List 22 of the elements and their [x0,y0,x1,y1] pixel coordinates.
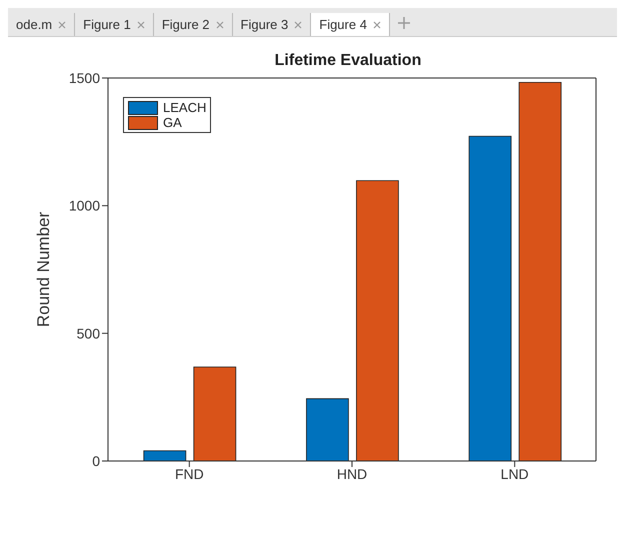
x-tick-label: HND [336,466,368,482]
caption: Figure 1 [83,17,131,32]
bar [468,136,512,461]
bar [306,398,349,461]
bar [356,180,399,461]
bar [518,82,562,461]
y-tick-label: 1000 [68,198,100,214]
caption: Figure 2 [162,17,210,32]
x-tick-label: FND [174,466,204,482]
legend-label: GA [163,115,182,130]
bar [193,366,236,461]
y-tick-label: 1500 [68,70,100,86]
caption: Figure 4 [319,17,367,32]
chart-title: Lifetime Evaluation [274,52,422,69]
y-tick-label: 500 [76,325,100,342]
x-tick-label: LND [500,466,529,482]
legend-label: LEACH [163,100,206,115]
y-axis-title: Round Number [34,212,54,328]
bar [143,450,186,461]
caption: Figure 3 [240,17,288,32]
text: ode.m [16,17,52,32]
y-tick-label: 0 [92,452,100,469]
